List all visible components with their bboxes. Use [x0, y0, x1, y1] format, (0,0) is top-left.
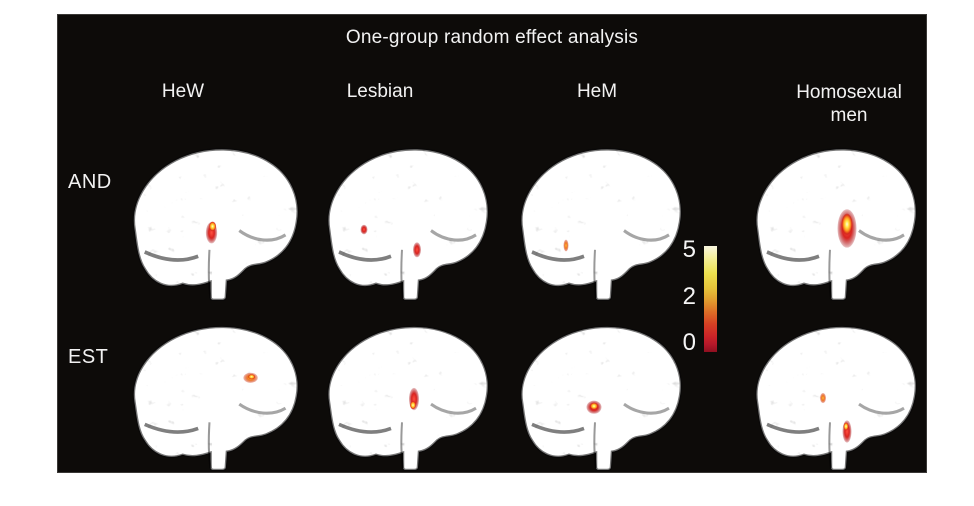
- brain-image: [506, 141, 686, 301]
- brain-panel-est-hew: [118, 319, 303, 471]
- brain-image: [506, 319, 686, 471]
- column-label-hew: HeW: [161, 81, 205, 102]
- brain-panel-and-hew: [118, 141, 303, 301]
- brain-panel-est-hem: [506, 319, 686, 471]
- brain-panel-and-lesbian: [313, 141, 493, 301]
- activation-spot: [843, 422, 849, 431]
- column-label-homosexual-men: Homosexual men: [796, 82, 902, 126]
- brain-panel-est-homosexual-men: [741, 319, 921, 471]
- colorbar-tick-max: 5: [682, 236, 696, 263]
- brain-image: [118, 141, 303, 301]
- column-label-hem: HeM: [576, 81, 618, 102]
- activation-spots: [205, 221, 218, 244]
- brain-image: [741, 141, 921, 301]
- brain-image: [118, 319, 303, 471]
- activation-spots: [563, 239, 569, 252]
- activation-spots: [586, 400, 602, 414]
- activation-spots: [360, 224, 421, 258]
- activation-spot: [563, 239, 569, 252]
- colorbar-tick-mid: 2: [682, 283, 696, 310]
- row-label-and: AND: [68, 171, 112, 193]
- activation-spot: [413, 242, 421, 258]
- brain-panel-est-lesbian: [313, 319, 493, 471]
- brain-image: [313, 319, 493, 471]
- activation-spot: [360, 224, 368, 235]
- activation-spots: [837, 209, 857, 248]
- brain-image: [741, 319, 921, 471]
- activation-spot: [820, 392, 826, 404]
- activation-spot: [248, 374, 256, 380]
- brain-image: [313, 141, 493, 301]
- activation-spot: [208, 221, 217, 232]
- activation-spot: [590, 402, 598, 410]
- colorbar: [704, 246, 717, 352]
- activation-spots: [820, 392, 852, 443]
- column-label-lesbian: Lesbian: [346, 81, 414, 102]
- figure-title: One-group random effect analysis: [345, 27, 639, 48]
- colorbar-tick-min: 0: [682, 329, 696, 356]
- brain-panel-and-homosexual-men: [741, 141, 921, 301]
- brain-panel-and-hem: [506, 141, 686, 301]
- activation-spots: [243, 372, 258, 383]
- row-label-est: EST: [68, 346, 109, 368]
- activation-spot: [410, 401, 416, 410]
- figure-panel: One-group random effect analysis HeW Les…: [57, 14, 927, 473]
- activation-spot: [841, 213, 853, 235]
- activation-spots: [409, 387, 419, 411]
